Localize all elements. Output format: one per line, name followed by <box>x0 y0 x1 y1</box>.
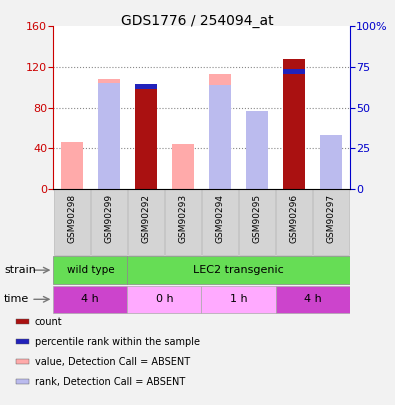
Bar <box>128 190 164 255</box>
Text: time: time <box>4 294 29 304</box>
Text: 4 h: 4 h <box>81 294 99 304</box>
Text: GSM90295: GSM90295 <box>252 194 261 243</box>
Bar <box>283 72 305 189</box>
Text: count: count <box>35 317 62 326</box>
Bar <box>98 83 120 189</box>
Bar <box>276 286 350 313</box>
Bar <box>15 339 29 344</box>
Text: GDS1776 / 254094_at: GDS1776 / 254094_at <box>121 14 274 28</box>
Bar <box>135 87 157 189</box>
Bar <box>53 256 127 284</box>
Text: GSM90294: GSM90294 <box>215 194 224 243</box>
Text: 4 h: 4 h <box>304 294 322 304</box>
Bar <box>246 113 268 189</box>
Bar <box>283 59 305 189</box>
Bar <box>98 79 120 189</box>
Bar <box>15 360 29 364</box>
Bar <box>313 190 349 255</box>
Bar <box>15 379 29 384</box>
Bar <box>283 69 305 75</box>
Bar <box>127 256 350 284</box>
Bar <box>209 74 231 189</box>
Text: GSM90297: GSM90297 <box>327 194 336 243</box>
Bar <box>54 190 90 255</box>
Bar <box>276 190 312 255</box>
Text: GSM90292: GSM90292 <box>141 194 150 243</box>
Bar <box>61 142 83 189</box>
Bar <box>320 135 342 189</box>
Bar <box>172 144 194 189</box>
Bar <box>202 190 238 255</box>
Text: value, Detection Call = ABSENT: value, Detection Call = ABSENT <box>35 357 190 367</box>
Bar <box>201 286 276 313</box>
Bar <box>239 190 275 255</box>
Bar <box>165 190 201 255</box>
Text: percentile rank within the sample: percentile rank within the sample <box>35 337 200 347</box>
Text: GSM90293: GSM90293 <box>179 194 188 243</box>
Text: strain: strain <box>4 265 36 275</box>
Text: 0 h: 0 h <box>156 294 173 304</box>
Text: GSM90296: GSM90296 <box>290 194 299 243</box>
Bar <box>91 190 127 255</box>
Text: wild type: wild type <box>66 265 114 275</box>
Text: GSM90299: GSM90299 <box>104 194 113 243</box>
Text: 1 h: 1 h <box>229 294 247 304</box>
Bar <box>209 85 231 189</box>
Bar <box>53 286 127 313</box>
Bar <box>135 84 157 89</box>
Bar <box>135 86 157 189</box>
Bar <box>246 111 268 189</box>
Bar <box>15 320 29 324</box>
Bar <box>127 286 201 313</box>
Text: LEC2 transgenic: LEC2 transgenic <box>193 265 284 275</box>
Text: rank, Detection Call = ABSENT: rank, Detection Call = ABSENT <box>35 377 185 387</box>
Bar <box>320 166 342 189</box>
Text: GSM90298: GSM90298 <box>67 194 76 243</box>
